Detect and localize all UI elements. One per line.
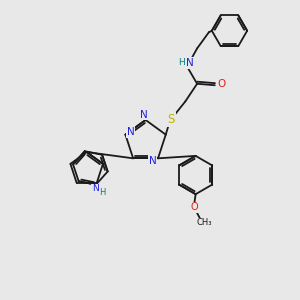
Text: N: N	[127, 127, 135, 137]
Text: N: N	[92, 184, 99, 193]
Text: H: H	[178, 58, 185, 67]
Text: S: S	[167, 112, 175, 126]
Text: N: N	[149, 156, 157, 166]
Text: CH₃: CH₃	[197, 218, 212, 227]
Text: N: N	[140, 110, 148, 120]
Text: O: O	[217, 79, 225, 89]
Text: O: O	[190, 202, 198, 212]
Text: H: H	[99, 188, 106, 197]
Text: N: N	[187, 58, 194, 68]
